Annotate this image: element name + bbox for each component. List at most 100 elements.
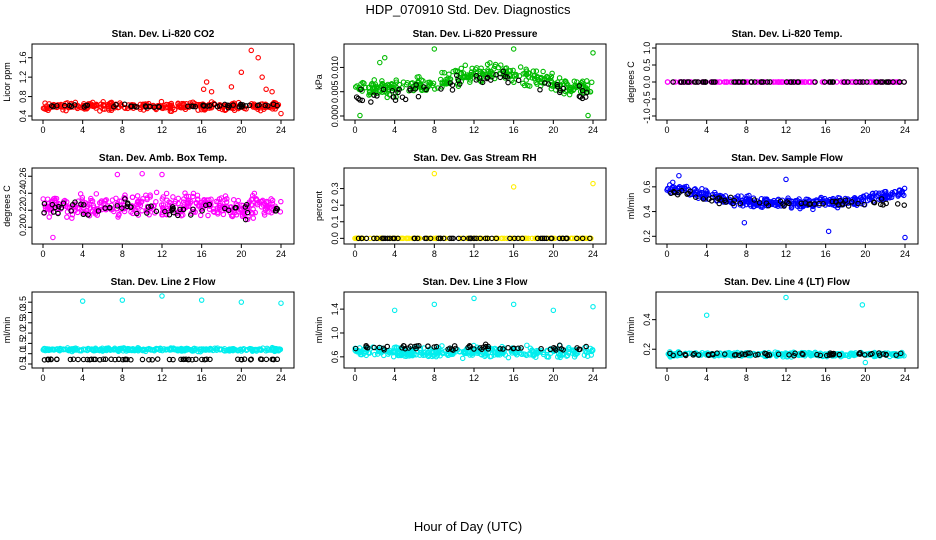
- data-point: [455, 78, 462, 84]
- panel-8: Stan. Dev. Line 3 Flow 0 4 8 12 16 20 24 0.6 1.0 1…: [314, 277, 607, 383]
- data-point: [770, 79, 777, 85]
- data-point: [97, 108, 103, 114]
- data-point: [222, 205, 228, 212]
- data-point: [411, 352, 417, 358]
- data-point: [880, 351, 887, 357]
- data-point: [247, 356, 254, 363]
- data-point: [55, 203, 62, 210]
- data-point: [664, 79, 671, 85]
- data-point: [739, 351, 745, 357]
- x-tick-label: 12: [469, 373, 479, 383]
- data-point: [671, 188, 677, 195]
- data-point: [435, 235, 442, 242]
- data-point: [261, 212, 268, 218]
- data-point: [148, 203, 154, 209]
- data-point: [439, 69, 445, 76]
- data-point: [129, 194, 136, 200]
- data-point: [415, 93, 422, 100]
- data-point: [730, 200, 736, 207]
- data-point: [251, 190, 258, 197]
- data-point: [449, 235, 455, 242]
- data-point: [576, 83, 583, 89]
- outlier-point: [119, 297, 126, 303]
- data-point: [140, 346, 147, 353]
- x-tick-label: 16: [821, 125, 831, 135]
- data-point: [727, 194, 734, 201]
- data-point: [554, 81, 560, 88]
- x-tick-label: 20: [860, 125, 870, 135]
- data-point: [520, 80, 526, 87]
- data-point: [238, 356, 245, 363]
- data-point: [45, 346, 52, 353]
- data-point: [171, 209, 177, 216]
- data-point: [105, 345, 112, 351]
- data-point: [684, 191, 690, 197]
- data-point: [186, 346, 193, 353]
- data-point: [519, 351, 525, 358]
- data-point: [670, 352, 676, 359]
- panel-7: Stan. Dev. Line 2 Flow 0 4 8 12 16 20 24 0.51.01…: [2, 277, 295, 383]
- data-point: [261, 210, 267, 216]
- data-point: [511, 73, 518, 79]
- data-point: [515, 345, 521, 352]
- data-point: [374, 93, 380, 99]
- data-point: [678, 79, 685, 85]
- data-point: [786, 352, 792, 358]
- data-point: [70, 356, 77, 362]
- data-point: [861, 352, 868, 358]
- data-point: [413, 352, 419, 358]
- outlier-point: [198, 297, 205, 303]
- data-point: [571, 86, 577, 93]
- data-point: [479, 79, 486, 86]
- panel-9: Stan. Dev. Line 4 (LT) Flow 0 4 8 12 16 20 24 0.…: [626, 277, 919, 383]
- data-point: [533, 68, 540, 74]
- data-point: [203, 202, 209, 209]
- data-point: [220, 211, 227, 218]
- data-point: [467, 352, 473, 358]
- data-point: [378, 350, 384, 356]
- data-point: [795, 79, 802, 85]
- x-tick-label: 12: [157, 249, 167, 259]
- data-point: [700, 196, 707, 202]
- outlier-point: [431, 170, 438, 177]
- data-point: [699, 185, 705, 192]
- data-point: [359, 79, 366, 86]
- x-tick-label: 4: [704, 249, 709, 259]
- y-tick-label: 0.4: [18, 110, 28, 123]
- data-point: [136, 346, 143, 352]
- data-point: [199, 208, 205, 214]
- data-point: [175, 100, 181, 107]
- data-point: [219, 106, 226, 113]
- x-tick-label: 16: [821, 249, 831, 259]
- data-point: [95, 208, 102, 214]
- data-point: [122, 192, 128, 198]
- data-point: [883, 352, 889, 358]
- data-point: [545, 81, 552, 87]
- data-point: [265, 103, 271, 109]
- data-point: [63, 346, 69, 353]
- data-point: [134, 104, 140, 110]
- data-point: [538, 74, 544, 81]
- data-point: [235, 209, 242, 215]
- data-point: [565, 350, 572, 356]
- x-tick-label: 4: [392, 125, 397, 135]
- y-tick-label: 2.5: [18, 317, 28, 330]
- x-tick-label: 4: [392, 373, 397, 383]
- data-point: [145, 204, 152, 210]
- outlier-point: [381, 54, 388, 61]
- data-point: [758, 79, 764, 85]
- data-point: [898, 350, 904, 357]
- data-point: [59, 104, 65, 110]
- data-point: [557, 87, 564, 94]
- data-point: [122, 356, 128, 363]
- data-point: [799, 350, 805, 357]
- data-point: [199, 356, 205, 363]
- data-point: [698, 352, 704, 358]
- data-point: [216, 103, 223, 109]
- data-point: [505, 344, 511, 351]
- data-point: [203, 346, 210, 352]
- data-point: [181, 201, 188, 208]
- data-point: [729, 79, 735, 85]
- data-point: [468, 235, 474, 242]
- x-tick-label: 0: [40, 125, 45, 135]
